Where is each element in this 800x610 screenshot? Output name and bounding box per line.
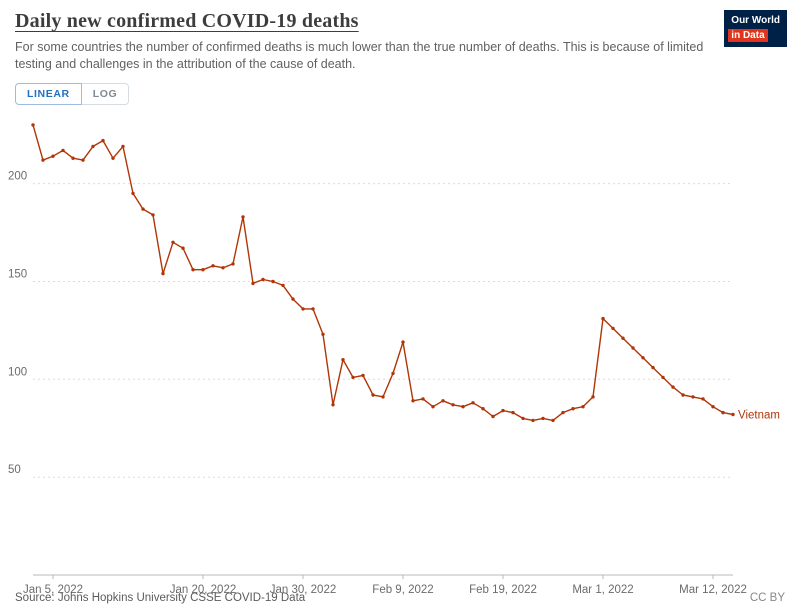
data-point[interactable]	[391, 371, 395, 375]
data-point[interactable]	[451, 402, 455, 407]
data-point[interactable]	[591, 394, 595, 399]
data-point[interactable]	[331, 402, 335, 407]
data-point[interactable]	[581, 404, 585, 409]
data-point[interactable]	[641, 355, 645, 360]
data-point[interactable]	[161, 271, 165, 276]
y-tick-label: 100	[8, 366, 27, 378]
data-point[interactable]	[91, 144, 95, 148]
data-point[interactable]	[241, 214, 245, 219]
data-point[interactable]	[381, 394, 385, 399]
data-point[interactable]	[631, 346, 635, 350]
data-point[interactable]	[491, 414, 495, 418]
data-point[interactable]	[571, 406, 575, 411]
data-point[interactable]	[721, 410, 725, 415]
data-point[interactable]	[221, 265, 225, 270]
data-point[interactable]	[471, 400, 475, 405]
data-point[interactable]	[431, 404, 435, 409]
data-point[interactable]	[151, 212, 155, 217]
license-badge[interactable]: CC BY	[749, 592, 785, 604]
data-point[interactable]	[371, 393, 375, 397]
data-point[interactable]	[341, 357, 345, 362]
data-point[interactable]	[251, 281, 255, 285]
x-tick-label: Feb 19, 2022	[469, 584, 537, 596]
data-point[interactable]	[601, 316, 605, 321]
data-point[interactable]	[231, 261, 235, 266]
y-tick-label: 200	[8, 170, 27, 182]
data-point[interactable]	[661, 375, 665, 379]
data-point[interactable]	[461, 404, 465, 409]
data-point[interactable]	[401, 340, 405, 344]
y-tick-label: 50	[8, 464, 21, 476]
data-point[interactable]	[111, 156, 115, 160]
data-point[interactable]	[281, 283, 285, 287]
scale-toggle: LINEAR LOG	[15, 82, 130, 105]
chart-header: Daily new confirmed COVID-19 deaths For …	[0, 0, 800, 73]
series-line-vietnam[interactable]	[32, 124, 734, 421]
owid-logo-line2: in Data	[728, 28, 768, 42]
x-tick-label: Mar 12, 2022	[679, 584, 747, 596]
data-point[interactable]	[321, 332, 325, 336]
data-point[interactable]	[501, 408, 505, 413]
data-point[interactable]	[181, 246, 185, 250]
data-point[interactable]	[171, 240, 175, 244]
data-point[interactable]	[211, 263, 215, 268]
data-point[interactable]	[511, 410, 515, 415]
data-point[interactable]	[611, 326, 615, 330]
x-tick-label: Feb 9, 2022	[372, 584, 433, 596]
page-title[interactable]: Daily new confirmed COVID-19 deaths	[15, 10, 359, 32]
data-point[interactable]	[261, 277, 265, 281]
chart-canvas[interactable]: 50 100 150 200 Jan 5, 2022 Jan 20, 2022 Jan 30…	[0, 107, 800, 602]
chart-subtitle: For some countries the number of confirm…	[15, 40, 704, 71]
data-point[interactable]	[421, 396, 425, 401]
y-tick-label: 150	[8, 268, 27, 280]
owid-logo[interactable]: Our World in Data	[724, 10, 787, 47]
data-point[interactable]	[691, 394, 695, 399]
data-point[interactable]	[121, 144, 125, 148]
data-point[interactable]	[51, 154, 55, 158]
data-point[interactable]	[301, 306, 305, 311]
data-point[interactable]	[71, 156, 75, 160]
data-point[interactable]	[31, 122, 35, 127]
data-point[interactable]	[131, 191, 135, 195]
data-point[interactable]	[441, 398, 445, 403]
data-point[interactable]	[201, 267, 205, 272]
data-point[interactable]	[731, 412, 735, 416]
x-tick-label: Mar 1, 2022	[572, 584, 633, 596]
chart-footer: Source: Johns Hopkins University CSSE CO…	[15, 592, 785, 604]
data-point[interactable]	[81, 158, 85, 162]
data-point[interactable]	[101, 138, 105, 143]
data-point[interactable]	[531, 418, 535, 422]
data-point[interactable]	[271, 279, 275, 283]
data-point[interactable]	[521, 416, 525, 420]
x-tick-label: Jan 30, 2022	[270, 584, 337, 596]
data-point[interactable]	[651, 365, 655, 370]
series-end-label: Vietnam	[738, 409, 780, 421]
source-note: Source: Johns Hopkins University CSSE CO…	[15, 592, 306, 604]
data-point[interactable]	[351, 375, 355, 379]
data-point[interactable]	[361, 373, 365, 377]
data-point[interactable]	[621, 336, 625, 340]
log-toggle-button[interactable]: LOG	[81, 82, 130, 105]
data-point[interactable]	[141, 207, 145, 211]
data-point[interactable]	[311, 306, 315, 311]
data-point[interactable]	[411, 398, 415, 403]
data-point[interactable]	[681, 393, 685, 397]
data-point[interactable]	[41, 158, 45, 162]
x-tick-label: Jan 5, 2022	[23, 584, 83, 596]
linear-toggle-button[interactable]: LINEAR	[15, 82, 82, 105]
data-point[interactable]	[481, 406, 485, 411]
owid-logo-line1: Our World	[731, 15, 780, 26]
data-point[interactable]	[191, 267, 195, 272]
data-point[interactable]	[701, 396, 705, 401]
data-point[interactable]	[711, 404, 715, 409]
data-point[interactable]	[291, 297, 295, 301]
data-point[interactable]	[561, 410, 565, 415]
data-point[interactable]	[671, 385, 675, 389]
data-point[interactable]	[541, 416, 545, 420]
data-point[interactable]	[551, 418, 555, 422]
x-tick-label: Jan 20, 2022	[170, 584, 237, 596]
data-point[interactable]	[61, 148, 65, 152]
